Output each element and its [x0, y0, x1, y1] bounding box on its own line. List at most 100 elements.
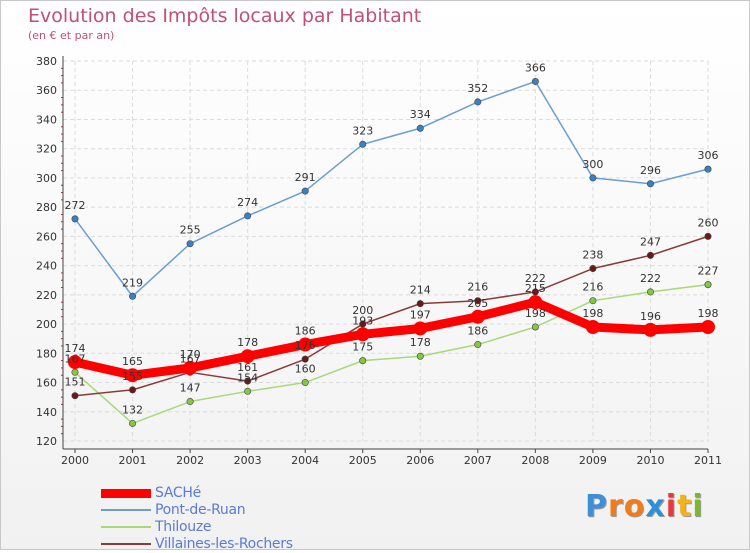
- logo-letter: r: [608, 489, 624, 524]
- logo-letter: o: [623, 489, 646, 524]
- data-label: 160: [295, 363, 316, 376]
- data-point: [186, 398, 194, 406]
- data-label: 186: [467, 325, 488, 338]
- legend-swatch: [101, 509, 151, 511]
- logo-letter: i: [692, 489, 704, 524]
- data-point: [416, 352, 424, 360]
- data-label: 193: [352, 314, 373, 327]
- x-tick-label: 2008: [521, 454, 549, 467]
- data-label: 323: [352, 124, 373, 137]
- data-label: 151: [65, 376, 86, 389]
- data-point: [528, 295, 543, 310]
- data-point: [301, 355, 309, 363]
- data-point: [704, 281, 712, 289]
- data-labels: 174 165 170 178 186 193 197 205 215 198 196 198 272 2…: [65, 61, 719, 416]
- data-point: [701, 320, 715, 334]
- data-label: 214: [410, 284, 431, 297]
- data-label: 175: [352, 341, 373, 354]
- data-point: [355, 327, 370, 342]
- data-label: 198: [525, 307, 546, 320]
- y-tick-label: 320: [36, 143, 57, 156]
- chart-subtitle: (en € et par an): [28, 29, 115, 42]
- data-point: [646, 251, 654, 259]
- logo-letter: i: [665, 489, 678, 524]
- data-label: 186: [295, 325, 316, 338]
- data-point: [646, 288, 654, 296]
- x-tick-label: 2006: [406, 454, 434, 467]
- logo-letter: t: [677, 489, 693, 524]
- data-label: 161: [237, 361, 258, 374]
- data-label: 155: [122, 370, 143, 383]
- x-tick-label: 2001: [119, 454, 147, 467]
- data-label: 200: [352, 304, 373, 317]
- x-tick-label: 2000: [61, 454, 89, 467]
- x-tick-label: 2005: [349, 454, 377, 467]
- data-label: 197: [410, 308, 431, 321]
- data-label: 178: [410, 336, 431, 349]
- y-tick-label: 160: [36, 377, 57, 390]
- y-tick-label: 200: [36, 318, 57, 331]
- data-label: 227: [698, 265, 719, 278]
- data-point: [646, 180, 654, 188]
- data-point: [531, 77, 539, 85]
- data-point: [359, 320, 367, 328]
- data-point: [643, 322, 658, 337]
- data-label: 255: [180, 224, 201, 237]
- x-tick-label: 2004: [291, 454, 319, 467]
- x-tick-label: 2003: [234, 454, 262, 467]
- x-tick-label: 2010: [636, 454, 664, 467]
- data-label: 178: [237, 336, 258, 349]
- data-label: 198: [698, 307, 719, 320]
- series-line-1: [74, 80, 709, 298]
- data-point: [129, 292, 137, 300]
- data-point: [474, 341, 482, 349]
- legend-label: Villaines-les-Rochers: [155, 536, 293, 552]
- data-point: [413, 321, 428, 336]
- data-point: [474, 98, 482, 106]
- logo-letter: P: [585, 489, 608, 524]
- data-label: 247: [640, 235, 661, 248]
- data-point: [474, 297, 482, 305]
- proxiti-logo: Proxiti: [585, 489, 704, 524]
- data-label: 272: [65, 199, 86, 212]
- data-label: 167: [180, 352, 201, 365]
- y-tick-label: 360: [36, 84, 57, 97]
- x-tick-label: 2007: [464, 454, 492, 467]
- data-point: [416, 300, 424, 308]
- data-label: 366: [525, 61, 546, 74]
- series-lines: [68, 77, 715, 427]
- legend-label: Thilouze: [155, 519, 212, 535]
- data-label: 296: [640, 164, 661, 177]
- y-tick-label: 280: [36, 201, 57, 214]
- y-tick-label: 120: [36, 435, 57, 448]
- data-label: 174: [65, 342, 86, 355]
- data-label: 352: [467, 82, 488, 95]
- data-label: 154: [237, 371, 258, 384]
- data-label: 306: [698, 149, 719, 162]
- data-label: 216: [582, 281, 603, 294]
- x-tick-label: 2011: [694, 454, 722, 467]
- data-point: [68, 355, 82, 370]
- data-label: 222: [640, 272, 661, 285]
- data-point: [359, 140, 367, 148]
- data-point: [470, 309, 485, 324]
- data-label: 274: [237, 196, 258, 209]
- data-label: 260: [698, 216, 719, 229]
- y-tick-label: 380: [36, 55, 57, 68]
- series-line-0: [70, 297, 713, 380]
- data-point: [244, 212, 252, 220]
- data-label: 167: [65, 352, 86, 365]
- data-label: 222: [525, 272, 546, 285]
- data-label: 198: [582, 307, 603, 320]
- y-tick-label: 300: [36, 172, 57, 185]
- series-line-2: [74, 283, 709, 425]
- data-point: [129, 419, 137, 427]
- data-label: 300: [582, 158, 603, 171]
- data-label: 291: [295, 171, 316, 184]
- data-point: [244, 377, 252, 385]
- data-point: [589, 265, 597, 273]
- data-point: [531, 288, 539, 296]
- y-tick-label: 140: [36, 406, 57, 419]
